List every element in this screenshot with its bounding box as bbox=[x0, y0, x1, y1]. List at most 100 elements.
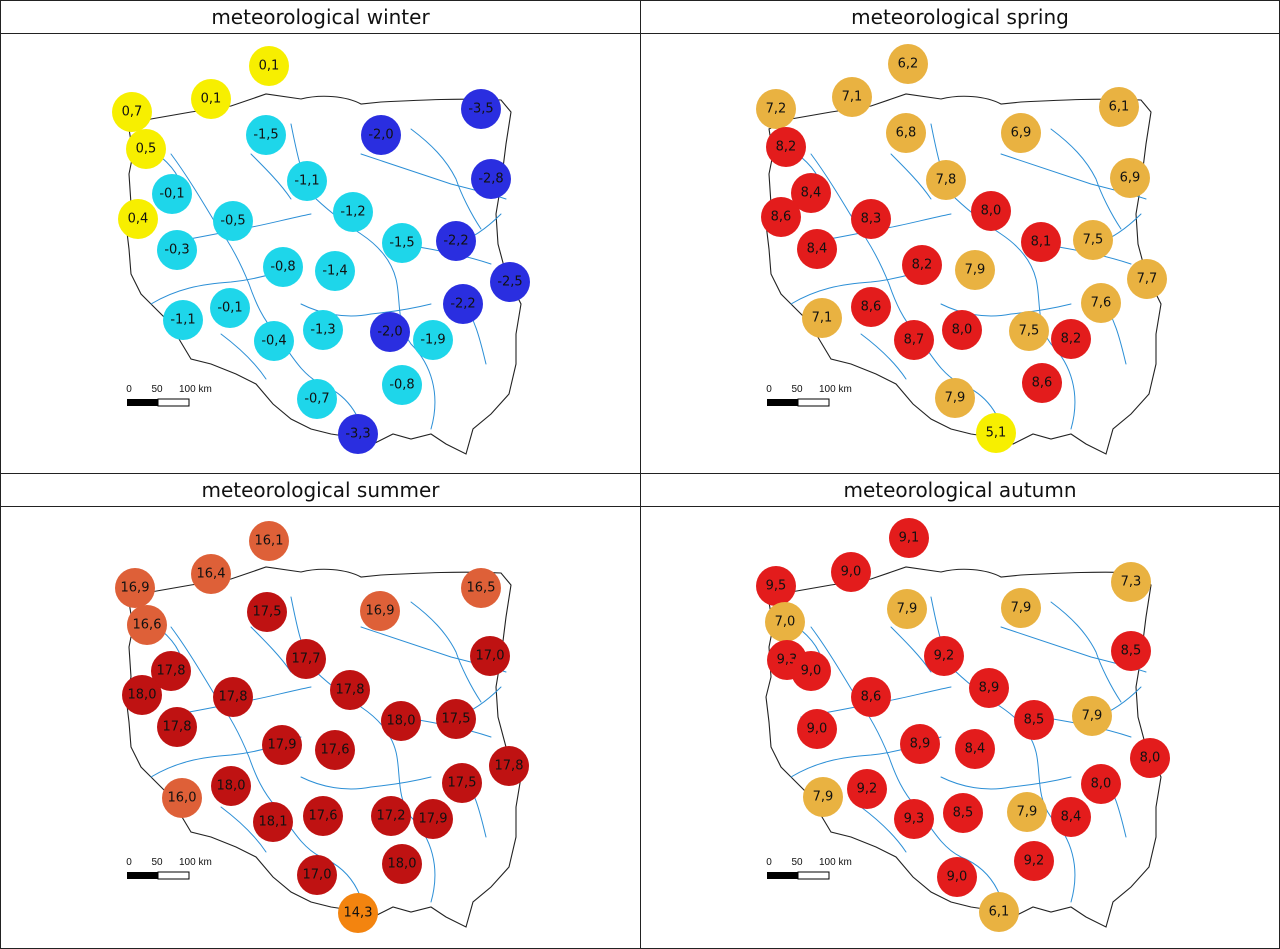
scale-bar-segment bbox=[157, 871, 190, 880]
station-circle bbox=[286, 639, 326, 679]
station-value: 8,2 bbox=[912, 258, 933, 273]
station-marker: -1,2 bbox=[333, 192, 373, 232]
station-marker: -1,5 bbox=[382, 223, 422, 263]
station-value: -1,4 bbox=[322, 264, 347, 279]
station-value: 17,9 bbox=[419, 812, 448, 827]
station-circle bbox=[287, 161, 327, 201]
station-marker: 8,6 bbox=[851, 287, 891, 327]
station-value: 8,7 bbox=[904, 333, 925, 348]
station-circle bbox=[979, 892, 1019, 932]
river-line bbox=[1050, 128, 1122, 230]
station-circle bbox=[1007, 792, 1047, 832]
station-circle bbox=[471, 159, 511, 199]
station-circle bbox=[887, 589, 927, 629]
river-line bbox=[810, 626, 1007, 918]
station-value: 7,6 bbox=[1091, 296, 1112, 311]
station-circle bbox=[361, 115, 401, 155]
station-marker: 7,6 bbox=[1081, 283, 1121, 323]
station-marker: 7,2 bbox=[756, 89, 796, 129]
station-circle bbox=[1130, 738, 1170, 778]
station-marker: -1,9 bbox=[413, 320, 453, 360]
station-marker: 8,0 bbox=[1130, 738, 1170, 778]
station-value: 9,0 bbox=[841, 565, 862, 580]
station-value: 9,3 bbox=[777, 653, 798, 668]
station-value: -1,5 bbox=[389, 236, 414, 251]
station-value: 7,5 bbox=[1019, 324, 1040, 339]
station-marker: 18,1 bbox=[253, 802, 293, 842]
scale-bar-segment bbox=[127, 872, 158, 879]
station-marker: 8,4 bbox=[1051, 797, 1091, 837]
station-circle bbox=[122, 675, 162, 715]
station-marker: 8,2 bbox=[902, 245, 942, 285]
station-value: 17,7 bbox=[292, 652, 321, 667]
station-value: -0,8 bbox=[389, 378, 414, 393]
panel-title: meteorological spring bbox=[641, 1, 1279, 34]
station-value: 9,3 bbox=[904, 812, 925, 827]
station-value: 8,5 bbox=[1024, 713, 1045, 728]
station-value: 16,4 bbox=[197, 567, 226, 582]
station-marker: 7,1 bbox=[802, 298, 842, 338]
station-circle bbox=[935, 378, 975, 418]
station-circle bbox=[831, 552, 871, 592]
river-line bbox=[1050, 601, 1122, 703]
station-value: 17,8 bbox=[163, 720, 192, 735]
station-marker: -1,5 bbox=[246, 115, 286, 155]
station-circle bbox=[756, 89, 796, 129]
station-value: 0,7 bbox=[122, 105, 143, 120]
station-marker: 6,1 bbox=[1099, 87, 1139, 127]
station-marker: 7,9 bbox=[955, 250, 995, 290]
station-marker: 17,0 bbox=[470, 636, 510, 676]
station-marker: 9,0 bbox=[791, 651, 831, 691]
station-value: 17,6 bbox=[321, 743, 350, 758]
station-circle bbox=[955, 250, 995, 290]
station-marker: 16,9 bbox=[115, 568, 155, 608]
station-marker: 16,1 bbox=[249, 521, 289, 561]
station-value: 8,2 bbox=[1061, 332, 1082, 347]
station-circle bbox=[126, 129, 166, 169]
station-value: 7,9 bbox=[1017, 805, 1038, 820]
station-circle bbox=[888, 44, 928, 84]
station-marker: 17,8 bbox=[151, 651, 191, 691]
scale-bar-label: 0 bbox=[766, 857, 772, 868]
scale-bar: 0 50 100 km bbox=[766, 384, 852, 407]
station-value: 6,9 bbox=[1120, 171, 1141, 186]
station-circle bbox=[1081, 283, 1121, 323]
station-circle bbox=[1014, 841, 1054, 881]
scale-bar-label: 50 bbox=[151, 857, 163, 868]
station-circle bbox=[461, 568, 501, 608]
station-value: 8,9 bbox=[910, 737, 931, 752]
station-circle bbox=[765, 602, 805, 642]
scale-bar-label: 100 km bbox=[179, 857, 212, 868]
station-marker: -1,3 bbox=[303, 310, 343, 350]
station-value: 17,5 bbox=[442, 712, 471, 727]
station-circle bbox=[213, 677, 253, 717]
station-value: -0,1 bbox=[159, 187, 184, 202]
station-circle bbox=[247, 592, 287, 632]
stations: 9,1 9,0 9,5 7,0 9,3 7,9 7,9 7,3 8,5 9,0 9,2 8,9 8,6 9… bbox=[756, 518, 1170, 932]
station-circle bbox=[894, 799, 934, 839]
station-value: 17,2 bbox=[377, 809, 406, 824]
station-value: 8,5 bbox=[1121, 644, 1142, 659]
station-value: 14,3 bbox=[344, 906, 373, 921]
station-value: 17,8 bbox=[336, 683, 365, 698]
station-value: 7,8 bbox=[936, 173, 957, 188]
station-circle bbox=[1099, 87, 1139, 127]
station-value: 8,0 bbox=[1091, 777, 1112, 792]
station-marker: 8,4 bbox=[797, 229, 837, 269]
station-value: 17,5 bbox=[253, 605, 282, 620]
station-value: 9,5 bbox=[766, 579, 787, 594]
station-circle bbox=[791, 173, 831, 213]
station-marker: -3,5 bbox=[461, 89, 501, 129]
station-marker: 7,9 bbox=[935, 378, 975, 418]
station-circle bbox=[382, 223, 422, 263]
station-circle bbox=[162, 778, 202, 818]
station-marker: 16,9 bbox=[360, 591, 400, 631]
station-circle bbox=[802, 298, 842, 338]
station-circle bbox=[262, 725, 302, 765]
scale-bar-segment bbox=[767, 872, 798, 879]
station-marker: 8,9 bbox=[900, 724, 940, 764]
station-value: 8,0 bbox=[1140, 751, 1161, 766]
station-marker: 17,5 bbox=[442, 763, 482, 803]
station-marker: -0,1 bbox=[210, 288, 250, 328]
station-marker: -0,4 bbox=[254, 321, 294, 361]
